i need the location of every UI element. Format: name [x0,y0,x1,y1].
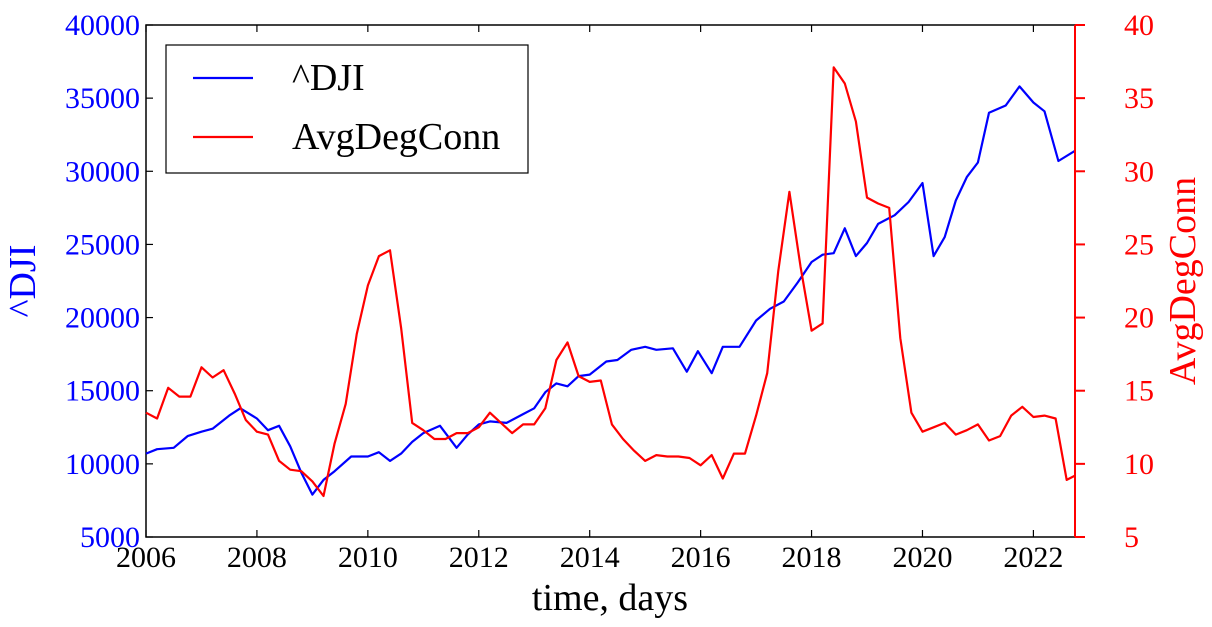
left-tick-label: 25000 [65,228,140,261]
x-tick-label: 2020 [892,541,952,574]
right-tick-label: 5 [1124,521,1139,554]
left-tick-label: 5000 [80,521,140,554]
right-tick-label: 25 [1124,228,1154,261]
x-tick-label: 2008 [227,541,287,574]
x-axis: 2006 2008 2010 2012 2014 2016 2018 2020 2022 [116,25,1063,574]
series-layer [145,66,1076,498]
x-tick-label: 2010 [338,541,398,574]
right-tick-label: 15 [1124,375,1154,408]
left-axis-label: ^DJI [2,245,44,318]
right-axis: 5 10 15 20 25 30 35 40 [1074,9,1154,554]
left-tick-label: 30000 [65,155,140,188]
right-tick-label: 20 [1124,302,1154,335]
left-tick-label: 15000 [65,375,140,408]
series-line-avgdegconn [145,66,1076,498]
left-tick-label: 10000 [65,448,140,481]
right-axis-label: AvgDegConn [1162,177,1204,385]
right-tick-label: 40 [1124,9,1154,42]
x-axis-label: time, days [532,577,688,619]
legend-label-dji: ^DJI [292,57,365,99]
right-tick-label: 30 [1124,155,1154,188]
legend: ^DJI AvgDegConn [165,44,529,174]
x-tick-label: 2014 [560,541,620,574]
right-tick-label: 35 [1124,82,1154,115]
left-tick-label: 20000 [65,302,140,335]
left-tick-label: 40000 [65,9,140,42]
left-tick-label: 35000 [65,82,140,115]
left-axis: 5000 10000 15000 20000 25000 30000 35000 40000 [65,9,153,554]
x-tick-label: 2012 [449,541,509,574]
x-tick-label: 2006 [116,541,176,574]
x-tick-label: 2022 [1003,541,1063,574]
right-tick-label: 10 [1124,448,1154,481]
x-tick-label: 2018 [782,541,842,574]
legend-box [165,44,529,174]
legend-label-avgdegconn: AvgDegConn [292,116,500,158]
x-tick-label: 2016 [671,541,731,574]
